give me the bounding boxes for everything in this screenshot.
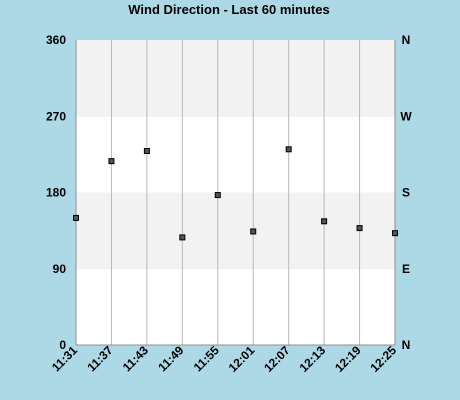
y-axis-right-labels: N E S W N — [400, 33, 412, 352]
band-270-360 — [76, 40, 395, 117]
plot-frame — [75, 40, 396, 346]
y-left-tick-label-0: 0 — [59, 338, 66, 352]
data-point-7 — [321, 218, 328, 225]
data-points — [73, 146, 398, 241]
y-left-tick-label-3: 270 — [46, 109, 66, 123]
data-point-4 — [214, 192, 221, 199]
data-point-2 — [143, 147, 150, 154]
y-left-tick-label-2: 180 — [46, 186, 66, 200]
x-tick-label-2: 11:43 — [120, 343, 151, 374]
x-tick-label-3: 11:49 — [155, 343, 186, 374]
x-tick-label-6: 12:07 — [261, 343, 293, 375]
y-right-tick-label-4: N — [402, 33, 411, 47]
x-tick-label-0: 11:31 — [49, 343, 80, 374]
x-axis-labels: 11:31 11:37 11:43 11:49 11:55 12:01 12:07 12:13… — [49, 343, 399, 375]
x-tick-label-7: 12:13 — [297, 343, 329, 375]
y-left-tick-label-4: 360 — [46, 33, 66, 47]
x-tick-label-9: 12:25 — [368, 343, 400, 375]
data-point-8 — [356, 225, 363, 232]
data-point-1 — [108, 158, 115, 165]
data-point-6 — [285, 146, 292, 153]
data-point-9 — [392, 230, 398, 237]
y-right-tick-label-0: N — [402, 338, 411, 352]
band-90-180 — [76, 192, 395, 269]
y-right-tick-label-1: E — [402, 262, 410, 276]
y-left-tick-label-1: 90 — [53, 262, 67, 276]
x-tick-label-8: 12:19 — [332, 343, 364, 375]
data-point-0 — [73, 214, 79, 221]
data-point-5 — [250, 228, 257, 235]
y-axis-left-labels: 0 90 180 270 360 — [46, 33, 66, 352]
chart-title: Wind Direction - Last 60 minutes — [128, 2, 329, 17]
x-tick-label-5: 12:01 — [226, 343, 258, 375]
plot-background — [76, 40, 395, 345]
y-right-tick-label-2: S — [402, 186, 410, 200]
band-0-90 — [76, 268, 395, 345]
band-180-270 — [76, 116, 395, 193]
x-tick-label-4: 11:55 — [191, 343, 222, 374]
y-right-tick-label-3: W — [400, 109, 412, 123]
x-tick-label-1: 11:37 — [84, 343, 115, 374]
data-point-3 — [179, 234, 186, 241]
